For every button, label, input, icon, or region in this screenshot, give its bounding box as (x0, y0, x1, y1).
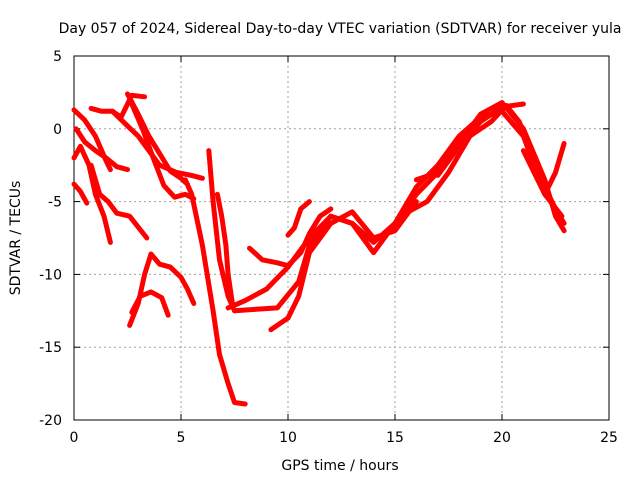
y-tick-label: -15 (39, 340, 62, 356)
chart-title: Day 057 of 2024, Sidereal Day-to-day VTE… (59, 21, 622, 37)
series-track-m (182, 177, 248, 407)
series-track-x (520, 140, 567, 197)
y-tick-label: -20 (39, 413, 62, 429)
series-track-g (110, 108, 205, 181)
series-track-o (214, 191, 235, 306)
x-tick-label: 5 (177, 430, 186, 446)
x-tick-label: 25 (600, 430, 618, 446)
x-tick-label: 15 (386, 430, 404, 446)
series-track-e (88, 162, 150, 241)
series-track-t (285, 199, 312, 238)
series-track-l (129, 289, 171, 318)
series-track-k (167, 264, 197, 306)
series-track-a (71, 107, 113, 173)
series-track-q (232, 213, 398, 314)
series-track-p (225, 170, 441, 311)
series-track-v (403, 103, 565, 219)
x-tick-label: 20 (493, 430, 511, 446)
series-track-s (247, 206, 334, 269)
series-track-i (129, 101, 197, 202)
series-track-r (268, 199, 419, 333)
plot-frame (73, 55, 610, 421)
series-track-c (71, 181, 90, 206)
y-tick-label: -5 (48, 195, 62, 211)
x-axis-label: GPS time / hours (281, 458, 398, 474)
series-track-d (73, 126, 130, 173)
series-track-y (435, 101, 526, 178)
y-tick-label: 5 (53, 49, 62, 65)
x-tick-label: 10 (279, 430, 297, 446)
y-tick-label: -10 (39, 267, 62, 283)
series-track-b (71, 143, 113, 245)
y-tick-label: 0 (53, 122, 62, 138)
x-tick-label: 0 (70, 430, 79, 446)
y-axis-label: SDTVAR / TECUs (8, 181, 24, 296)
